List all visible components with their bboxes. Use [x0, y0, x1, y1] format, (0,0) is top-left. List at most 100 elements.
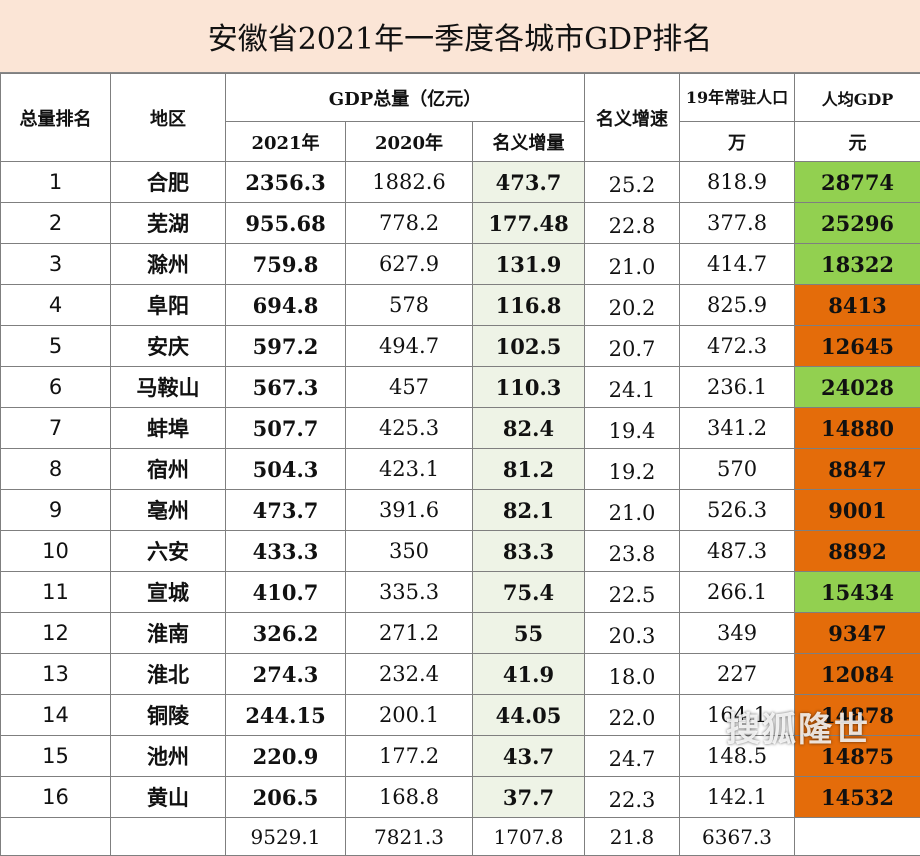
cell-per-capita: 24028	[795, 367, 920, 408]
cell-gdp-2020: 391.6	[346, 490, 473, 531]
cell-region: 六安	[111, 531, 226, 572]
table-title: 安徽省2021年一季度各城市GDP排名	[0, 0, 920, 73]
cell-per-capita: 14532	[795, 777, 920, 818]
cell-growth: 23.8	[585, 531, 680, 572]
cell-increase: 43.7	[473, 736, 585, 777]
cell-rank: 4	[1, 285, 111, 326]
cell-region: 淮北	[111, 654, 226, 695]
cell-increase: 44.05	[473, 695, 585, 736]
header-2020: 2020年	[346, 122, 473, 162]
header-rank: 总量排名	[1, 74, 111, 162]
cell-growth: 20.7	[585, 326, 680, 367]
cell-per-capita: 28774	[795, 162, 920, 203]
cell-growth: 22.5	[585, 572, 680, 613]
cell-region: 马鞍山	[111, 367, 226, 408]
cell-per-capita: 12645	[795, 326, 920, 367]
header-2021: 2021年	[226, 122, 346, 162]
cell-growth: 21.0	[585, 244, 680, 285]
total-region	[111, 818, 226, 856]
cell-growth: 19.2	[585, 449, 680, 490]
header-per-capita-unit: 元	[795, 122, 920, 162]
cell-gdp-2020: 1882.6	[346, 162, 473, 203]
cell-population: 349	[680, 613, 795, 654]
cell-region: 宿州	[111, 449, 226, 490]
cell-gdp-2021: 274.3	[226, 654, 346, 695]
cell-gdp-2021: 473.7	[226, 490, 346, 531]
cell-region: 蚌埠	[111, 408, 226, 449]
cell-population: 236.1	[680, 367, 795, 408]
cell-gdp-2020: 271.2	[346, 613, 473, 654]
cell-rank: 13	[1, 654, 111, 695]
cell-rank: 3	[1, 244, 111, 285]
cell-gdp-2021: 597.2	[226, 326, 346, 367]
cell-gdp-2021: 567.3	[226, 367, 346, 408]
cell-gdp-2020: 457	[346, 367, 473, 408]
cell-increase: 131.9	[473, 244, 585, 285]
cell-gdp-2021: 2356.3	[226, 162, 346, 203]
cell-gdp-2020: 778.2	[346, 203, 473, 244]
cell-region: 黄山	[111, 777, 226, 818]
cell-region: 阜阳	[111, 285, 226, 326]
cell-gdp-2020: 627.9	[346, 244, 473, 285]
cell-per-capita: 12084	[795, 654, 920, 695]
cell-increase: 82.1	[473, 490, 585, 531]
cell-rank: 14	[1, 695, 111, 736]
cell-rank: 6	[1, 367, 111, 408]
cell-increase: 102.5	[473, 326, 585, 367]
cell-per-capita: 15434	[795, 572, 920, 613]
cell-population: 142.1	[680, 777, 795, 818]
cell-gdp-2021: 220.9	[226, 736, 346, 777]
cell-region: 芜湖	[111, 203, 226, 244]
total-row: 9529.1 7821.3 1707.8 21.8 6367.3	[1, 818, 920, 856]
cell-rank: 2	[1, 203, 111, 244]
cell-population: 570	[680, 449, 795, 490]
cell-growth: 18.0	[585, 654, 680, 695]
cell-rank: 8	[1, 449, 111, 490]
cell-gdp-2021: 759.8	[226, 244, 346, 285]
cell-population: 377.8	[680, 203, 795, 244]
cell-gdp-2020: 168.8	[346, 777, 473, 818]
cell-per-capita: 9347	[795, 613, 920, 654]
cell-rank: 12	[1, 613, 111, 654]
cell-per-capita: 14880	[795, 408, 920, 449]
cell-population: 526.3	[680, 490, 795, 531]
cell-region: 池州	[111, 736, 226, 777]
cell-rank: 10	[1, 531, 111, 572]
total-population: 6367.3	[680, 818, 795, 856]
cell-gdp-2021: 507.7	[226, 408, 346, 449]
cell-rank: 9	[1, 490, 111, 531]
cell-gdp-2021: 206.5	[226, 777, 346, 818]
cell-region: 淮南	[111, 613, 226, 654]
cell-gdp-2021: 326.2	[226, 613, 346, 654]
cell-increase: 177.48	[473, 203, 585, 244]
cell-gdp-2020: 494.7	[346, 326, 473, 367]
spreadsheet: 安徽省2021年一季度各城市GDP排名 总量排名 地区 GDP总量（亿元） 名义…	[0, 0, 920, 744]
cell-population: 818.9	[680, 162, 795, 203]
cell-increase: 37.7	[473, 777, 585, 818]
cell-per-capita: 9001	[795, 490, 920, 531]
cell-rank: 15	[1, 736, 111, 777]
cell-growth: 21.0	[585, 490, 680, 531]
cell-growth: 20.3	[585, 613, 680, 654]
cell-gdp-2021: 410.7	[226, 572, 346, 613]
cell-increase: 83.3	[473, 531, 585, 572]
cell-per-capita: 8892	[795, 531, 920, 572]
cell-growth: 25.2	[585, 162, 680, 203]
cell-population: 487.3	[680, 531, 795, 572]
cell-gdp-2020: 177.2	[346, 736, 473, 777]
cell-increase: 75.4	[473, 572, 585, 613]
total-gdp-2020: 7821.3	[346, 818, 473, 856]
cell-growth: 22.8	[585, 203, 680, 244]
cell-growth: 24.7	[585, 736, 680, 777]
cell-gdp-2020: 232.4	[346, 654, 473, 695]
cell-gdp-2021: 244.15	[226, 695, 346, 736]
cell-region: 滁州	[111, 244, 226, 285]
cell-increase: 82.4	[473, 408, 585, 449]
